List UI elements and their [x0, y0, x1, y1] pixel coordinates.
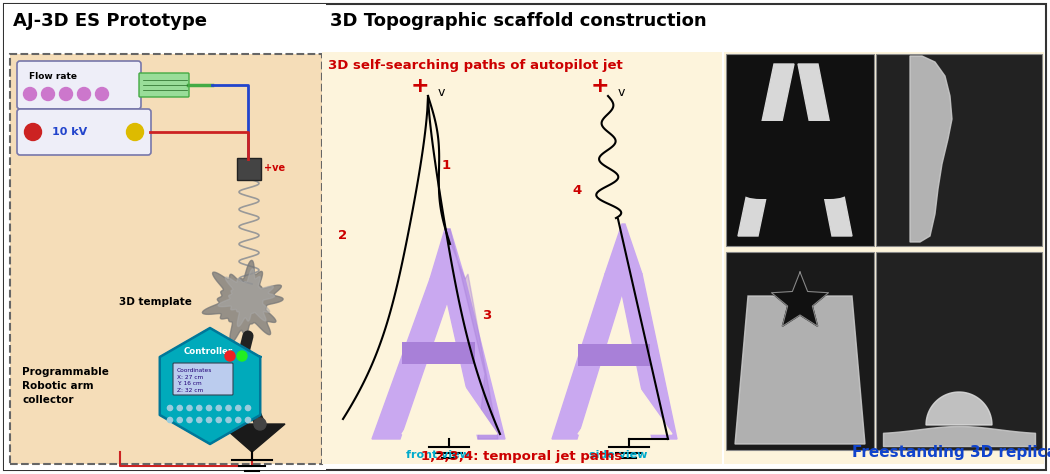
Text: 3D Topographic scaffold construction: 3D Topographic scaffold construction — [330, 12, 707, 30]
FancyBboxPatch shape — [237, 158, 261, 180]
Circle shape — [196, 418, 202, 423]
Circle shape — [237, 351, 247, 361]
FancyBboxPatch shape — [4, 4, 326, 470]
Text: 10 kV: 10 kV — [52, 127, 87, 137]
Polygon shape — [430, 229, 465, 279]
Text: +: + — [591, 76, 609, 96]
Polygon shape — [738, 64, 794, 236]
Circle shape — [187, 418, 192, 423]
FancyBboxPatch shape — [17, 61, 141, 109]
Text: 1: 1 — [442, 159, 452, 172]
Text: Freestanding 3D replicas: Freestanding 3D replicas — [852, 445, 1050, 460]
Circle shape — [207, 418, 212, 423]
Circle shape — [216, 405, 222, 410]
Text: 1,2,3,4: temporal jet paths: 1,2,3,4: temporal jet paths — [421, 450, 623, 463]
Circle shape — [196, 405, 202, 410]
Circle shape — [216, 418, 222, 423]
FancyBboxPatch shape — [578, 344, 650, 366]
Polygon shape — [910, 56, 952, 242]
Circle shape — [42, 88, 55, 100]
FancyBboxPatch shape — [876, 54, 1042, 246]
Polygon shape — [402, 366, 497, 434]
FancyBboxPatch shape — [173, 363, 233, 395]
Circle shape — [246, 405, 251, 410]
Circle shape — [167, 418, 172, 423]
FancyBboxPatch shape — [402, 342, 475, 364]
Circle shape — [254, 418, 266, 430]
FancyBboxPatch shape — [139, 73, 189, 97]
Polygon shape — [735, 296, 865, 444]
Circle shape — [126, 124, 144, 140]
Circle shape — [60, 88, 72, 100]
Polygon shape — [372, 279, 455, 439]
Polygon shape — [926, 392, 992, 425]
Text: +ve: +ve — [264, 163, 286, 173]
Polygon shape — [160, 328, 260, 444]
Text: v: v — [438, 85, 445, 99]
Polygon shape — [618, 274, 677, 439]
FancyBboxPatch shape — [322, 52, 722, 464]
Circle shape — [207, 405, 212, 410]
Text: 3D self-searching paths of autopilot jet: 3D self-searching paths of autopilot jet — [328, 59, 623, 72]
Polygon shape — [218, 269, 275, 327]
Text: +: + — [411, 76, 429, 96]
Text: 3D template: 3D template — [119, 297, 191, 307]
Circle shape — [235, 418, 240, 423]
Polygon shape — [445, 229, 498, 439]
Polygon shape — [220, 424, 285, 452]
Circle shape — [167, 405, 172, 410]
Circle shape — [23, 88, 37, 100]
Circle shape — [177, 405, 183, 410]
Circle shape — [225, 351, 235, 361]
Text: 2: 2 — [338, 229, 348, 242]
Text: v: v — [618, 85, 626, 99]
Text: front view: front view — [406, 450, 470, 460]
Text: 4: 4 — [572, 184, 582, 197]
Text: Programmable
Robotic arm
collector: Programmable Robotic arm collector — [22, 367, 109, 405]
Circle shape — [177, 418, 183, 423]
Circle shape — [232, 370, 244, 382]
Circle shape — [24, 124, 42, 140]
Text: side view: side view — [589, 450, 647, 460]
FancyBboxPatch shape — [726, 54, 874, 246]
Text: AJ-3D ES Prototype: AJ-3D ES Prototype — [13, 12, 207, 30]
Circle shape — [78, 88, 90, 100]
Circle shape — [226, 405, 231, 410]
Circle shape — [246, 418, 251, 423]
FancyBboxPatch shape — [17, 109, 151, 155]
Polygon shape — [798, 64, 852, 236]
Polygon shape — [772, 272, 828, 326]
Text: Coordinates
X: 27 cm
Y: 16 cm
Z: 32 cm: Coordinates X: 27 cm Y: 16 cm Z: 32 cm — [177, 368, 212, 393]
Polygon shape — [203, 260, 284, 343]
Circle shape — [226, 418, 231, 423]
FancyBboxPatch shape — [724, 52, 1044, 464]
FancyBboxPatch shape — [726, 252, 874, 450]
Circle shape — [246, 400, 258, 412]
Polygon shape — [552, 274, 628, 439]
Circle shape — [96, 88, 108, 100]
FancyBboxPatch shape — [730, 121, 860, 199]
Text: Flow rate: Flow rate — [29, 72, 77, 81]
FancyBboxPatch shape — [10, 54, 322, 464]
Polygon shape — [605, 224, 642, 274]
FancyBboxPatch shape — [876, 252, 1042, 450]
FancyBboxPatch shape — [4, 4, 1046, 470]
Text: Controller: Controller — [184, 346, 233, 356]
Circle shape — [187, 405, 192, 410]
Polygon shape — [442, 279, 505, 439]
Text: 3: 3 — [482, 309, 491, 322]
Circle shape — [235, 405, 240, 410]
Polygon shape — [578, 368, 672, 434]
